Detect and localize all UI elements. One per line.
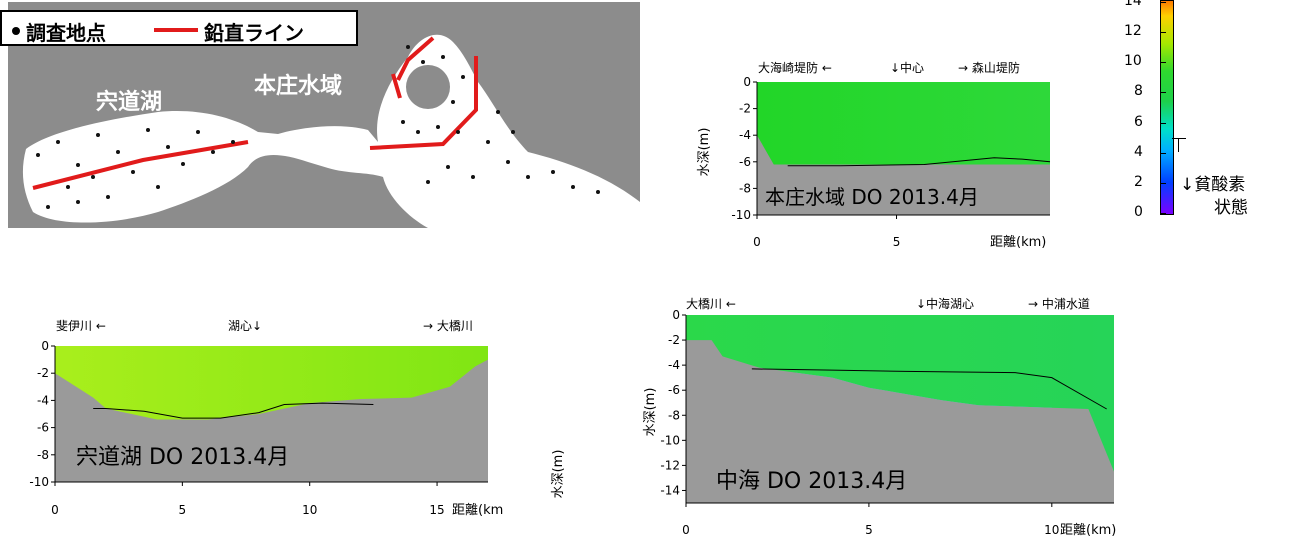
colorbar-tick-mark <box>1160 182 1166 184</box>
y-tick-label: -4 <box>37 393 49 407</box>
colorbar-tick-label: 2 <box>1134 173 1143 190</box>
honjo-area-label: 本庄水域 <box>254 74 343 99</box>
honjo-vertical-line-2 <box>391 73 402 99</box>
section-direction-label: 斐伊川 ← <box>56 319 106 333</box>
x-tick-label: 5 <box>865 523 873 537</box>
y-tick-label: -2 <box>668 333 680 347</box>
colorbar-tick-label: 0 <box>1134 204 1143 220</box>
y-tick-label: -6 <box>668 383 680 397</box>
map-graphic <box>22 2 640 228</box>
lake-bottom <box>757 135 1050 215</box>
x-axis-label: 距離(km) <box>990 235 1046 250</box>
x-tick-label: 5 <box>893 235 901 249</box>
x-tick-label: 0 <box>753 235 761 249</box>
chart-title: 中海 DO 2013.4月 <box>716 469 907 494</box>
nakaumi-label: 中海 <box>428 204 473 228</box>
x-tick-label: 5 <box>179 503 187 517</box>
shinji-lake-label: 宍道湖 <box>96 90 163 115</box>
y-tick-label: -10 <box>660 433 680 447</box>
colorbar-tick-label: 12 <box>1124 23 1142 40</box>
y-tick-label: 0 <box>672 308 680 322</box>
lake-water <box>22 34 640 228</box>
y-tick-label: -4 <box>739 128 751 142</box>
hypoxia-threshold-line <box>1172 138 1186 139</box>
chart-nakaumi: 0 -2 -4 -6 -8 -10 -12 -14 0 5 10 大橋川 ← ↓中海湖心 → 中浦水道中海… <box>636 292 1160 538</box>
vertical-line-marker <box>154 28 198 32</box>
colorbar-tick-label: 10 <box>1124 53 1142 70</box>
y-tick-label: -8 <box>668 408 680 422</box>
chart-nakaumi-svg: 0 -2 -4 -6 -8 -10 -12 -14 0 5 10 大橋川 ← ↓中海湖心 → 中浦水道中海… <box>643 296 1116 538</box>
x-tick-label: 15 <box>429 503 444 517</box>
y-tick-label: -6 <box>37 421 49 435</box>
y-axis-label: 水深(m) <box>643 388 658 437</box>
y-tick-label: -8 <box>37 448 49 462</box>
do-contour-line <box>751 368 1107 410</box>
section-direction-label: ↓中海湖心 <box>916 296 974 311</box>
y-tick-label: -6 <box>739 155 751 169</box>
chart-title: 本庄水域 DO 2013.4月 <box>765 185 979 209</box>
nakaumi-vertical-line <box>369 56 478 150</box>
section-direction-label: → 大橋川 <box>423 319 473 333</box>
section-direction-label: 湖心↓ <box>228 318 262 333</box>
y-tick-label: -4 <box>668 358 680 372</box>
shinji-vertical-line <box>32 140 249 190</box>
y-tick-label: -10 <box>29 475 49 489</box>
section-direction-label: → 森山堤防 <box>958 60 1020 75</box>
colorbar-tick-label: 14 <box>1124 0 1142 9</box>
section-direction-label: → 中浦水道 <box>1028 296 1090 311</box>
section-direction-label: 大橋川 ← <box>686 297 736 311</box>
x-axis-label: 距離(km <box>452 503 503 518</box>
y-axis-label: 水深(m) <box>551 450 566 499</box>
do-contour-line <box>787 157 1051 167</box>
colorbar-tick-mark <box>1160 213 1166 214</box>
hypoxia-annotation-state: 状態 <box>1214 198 1248 218</box>
x-tick-label: 10 <box>302 503 317 517</box>
vertical-line-label: 鉛直ライン <box>204 21 304 45</box>
survey-point-marker <box>12 27 20 35</box>
section-direction-label: ↓中心 <box>890 60 924 75</box>
chart-title: 宍道湖 DO 2013.4月 <box>76 445 289 470</box>
x-axis-label: 距離(km) <box>1060 523 1116 538</box>
lake-bottom <box>55 359 488 482</box>
survey-point-label: 調査地点 <box>26 21 106 45</box>
y-tick-label: 0 <box>41 339 49 353</box>
y-axis-label: 水深(m) <box>697 128 712 177</box>
colorbar-tick-mark <box>1160 2 1166 3</box>
x-tick-label: 0 <box>682 523 690 537</box>
survey-points <box>36 45 600 209</box>
map-legend: 調査地点 鉛直ライン <box>0 10 358 46</box>
x-tick-label: 0 <box>51 503 59 517</box>
y-tick-label: -10 <box>731 208 751 222</box>
colorbar-tick-mark <box>1160 152 1166 154</box>
colorbar-tick-label: 6 <box>1134 113 1143 130</box>
colorbar-tick-mark <box>1160 62 1166 64</box>
hypoxia-annotation: ↓貧酸素 <box>1180 175 1246 195</box>
y-tick-label: -14 <box>660 483 680 497</box>
y-tick-label: -12 <box>660 458 680 472</box>
honjo-vertical-line-1 <box>396 36 435 81</box>
colorbar-tick-mark <box>1160 92 1166 94</box>
y-tick-label: -2 <box>37 366 49 380</box>
colorbar-tick-label: 8 <box>1134 83 1143 100</box>
colorbar-tick-mark <box>1160 32 1166 34</box>
y-tick-label: -2 <box>739 102 751 116</box>
chart-shinji: 0 -2 -4 -6 -8 -10 0 5 10 15 斐伊川 ← 湖心↓ → 大橋川 宍道湖 DO 20… <box>10 314 570 524</box>
lake-bottom <box>686 340 1114 503</box>
do-contour-line <box>93 402 374 419</box>
colorbar-tick-label: 4 <box>1134 143 1143 160</box>
y-tick-label: 0 <box>743 75 751 89</box>
y-tick-label: -8 <box>739 181 751 195</box>
colorbar-tick-mark <box>1160 122 1166 124</box>
do-colorbar <box>1160 0 1174 215</box>
island <box>406 65 450 109</box>
chart-honjo: 0 -2 -4 -6 -8 -10 0 5 大海崎堤防 ← ↓中心 → 森山堤防 本庄水域 DO 20… <box>690 52 1100 258</box>
section-direction-label: 大海崎堤防 ← <box>758 60 832 75</box>
x-tick-label: 10 <box>1044 523 1059 537</box>
